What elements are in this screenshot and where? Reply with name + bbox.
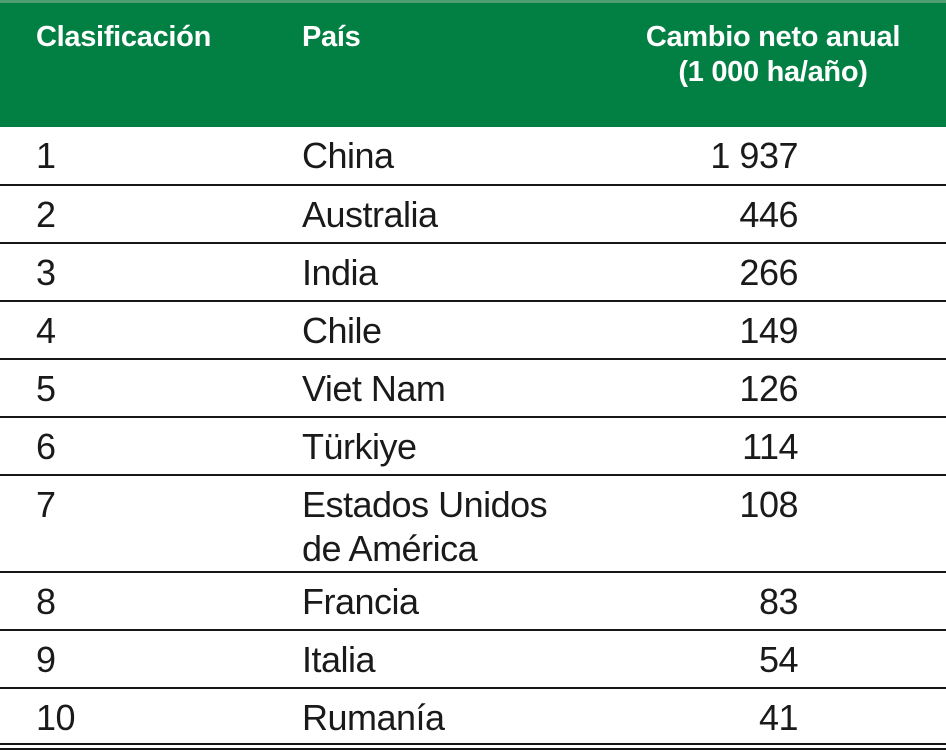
value-cell: 108 xyxy=(600,475,946,573)
rank-cell: 1 xyxy=(0,127,263,186)
rank-cell: 10 xyxy=(0,688,263,750)
value-cell: 446 xyxy=(600,185,946,244)
column-header-cambio-line1: Cambio neto anual xyxy=(645,21,901,53)
table-row: 7 Estados Unidos de América 108 xyxy=(0,475,946,573)
rank-cell: 5 xyxy=(0,359,263,418)
value-cell: 41 xyxy=(600,688,946,750)
table-header: Clasificación País Cambio neto anual (1 … xyxy=(0,0,946,127)
table-row: 9 Italia 54 xyxy=(0,630,946,689)
rank-cell: 4 xyxy=(0,301,263,360)
country-cell: Rumanía xyxy=(263,688,600,750)
rank-cell: 2 xyxy=(0,185,263,244)
country-cell: Türkiye xyxy=(263,417,600,476)
column-header-pais: País xyxy=(263,0,600,127)
value-cell: 114 xyxy=(600,417,946,476)
table-row: 6 Türkiye 114 xyxy=(0,417,946,476)
value-cell: 126 xyxy=(600,359,946,418)
value-cell: 266 xyxy=(600,243,946,302)
header-row: Clasificación País Cambio neto anual (1 … xyxy=(0,0,946,127)
column-header-cambio-neto-anual: Cambio neto anual (1 000 ha/año) xyxy=(600,0,946,127)
country-cell: Viet Nam xyxy=(263,359,600,418)
country-cell: India xyxy=(263,243,600,302)
rank-cell: 3 xyxy=(0,243,263,302)
country-cell: Estados Unidos de América xyxy=(263,475,600,573)
country-cell: China xyxy=(263,127,600,186)
rank-cell: 6 xyxy=(0,417,263,476)
country-cell: Australia xyxy=(263,185,600,244)
country-cell: Francia xyxy=(263,572,600,631)
table-row: 1 China 1 937 xyxy=(0,127,946,186)
table-row: 2 Australia 446 xyxy=(0,185,946,244)
table-body: 1 China 1 937 2 Australia 446 3 India 26… xyxy=(0,127,946,750)
value-cell: 149 xyxy=(600,301,946,360)
column-header-clasificacion: Clasificación xyxy=(0,0,263,127)
country-cell: Chile xyxy=(263,301,600,360)
value-cell: 83 xyxy=(600,572,946,631)
value-cell: 1 937 xyxy=(600,127,946,186)
value-cell: 54 xyxy=(600,630,946,689)
table-row: 8 Francia 83 xyxy=(0,572,946,631)
rank-cell: 8 xyxy=(0,572,263,631)
rank-cell: 7 xyxy=(0,475,263,573)
table-row: 3 India 266 xyxy=(0,243,946,302)
rank-cell: 9 xyxy=(0,630,263,689)
country-cell: Italia xyxy=(263,630,600,689)
table-row: 4 Chile 149 xyxy=(0,301,946,360)
table-row: 5 Viet Nam 126 xyxy=(0,359,946,418)
column-header-cambio-line2: (1 000 ha/año) xyxy=(678,56,868,88)
table-row: 10 Rumanía 41 xyxy=(0,688,946,750)
